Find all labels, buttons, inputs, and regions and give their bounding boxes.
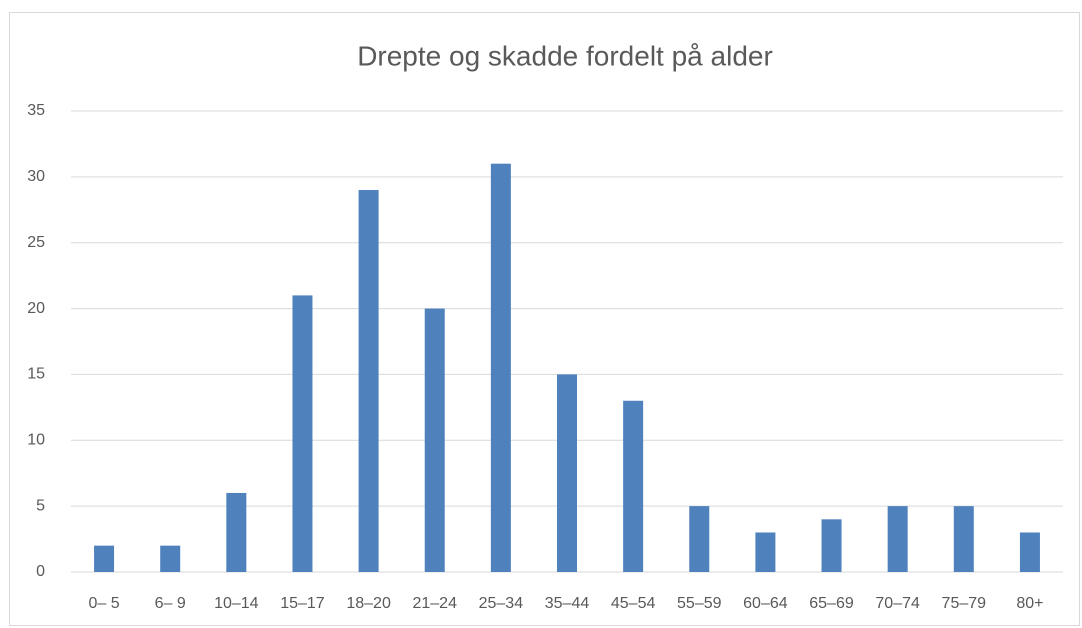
- x-tick-label: 45–54: [611, 595, 656, 612]
- y-tick-label: 5: [36, 497, 45, 514]
- x-tick-label: 65–69: [809, 595, 854, 612]
- bar: [1019, 532, 1040, 572]
- x-tick-label: 21–24: [412, 595, 457, 612]
- bar: [226, 492, 247, 572]
- bar: [755, 532, 776, 572]
- y-tick-label: 35: [27, 102, 45, 119]
- bar: [821, 519, 842, 572]
- x-tick-label: 6– 9: [155, 595, 186, 612]
- x-tick-label: 25–34: [479, 595, 524, 612]
- x-tick-label: 0– 5: [88, 595, 119, 612]
- x-tick-label: 80+: [1016, 595, 1043, 612]
- y-tick-label: 30: [27, 168, 45, 185]
- x-tick-label: 70–74: [875, 595, 920, 612]
- chart-title: Drepte og skadde fordelt på alder: [357, 40, 773, 71]
- x-tick-label: 55–59: [677, 595, 722, 612]
- x-tick-label: 75–79: [942, 595, 987, 612]
- bar: [160, 545, 181, 572]
- x-tick-label: 10–14: [214, 595, 259, 612]
- bar: [557, 374, 577, 572]
- bar: [358, 190, 379, 572]
- bar: [887, 506, 908, 572]
- bar: [953, 506, 974, 572]
- x-tick-label: 18–20: [346, 595, 391, 612]
- bar: [623, 400, 644, 572]
- x-tick-label: 60–64: [743, 595, 788, 612]
- y-tick-label: 0: [36, 563, 45, 580]
- bar: [292, 295, 313, 572]
- bar: [490, 163, 511, 572]
- y-tick-label: 25: [27, 234, 45, 251]
- bar: [94, 545, 115, 572]
- y-tick-label: 10: [27, 432, 45, 449]
- x-tick-label: 15–17: [280, 595, 325, 612]
- chart-border: [9, 12, 1080, 626]
- bar: [424, 308, 445, 572]
- x-tick-label: 35–44: [545, 595, 590, 612]
- bar: [689, 506, 710, 572]
- y-tick-label: 15: [27, 366, 45, 383]
- y-tick-label: 20: [27, 300, 45, 317]
